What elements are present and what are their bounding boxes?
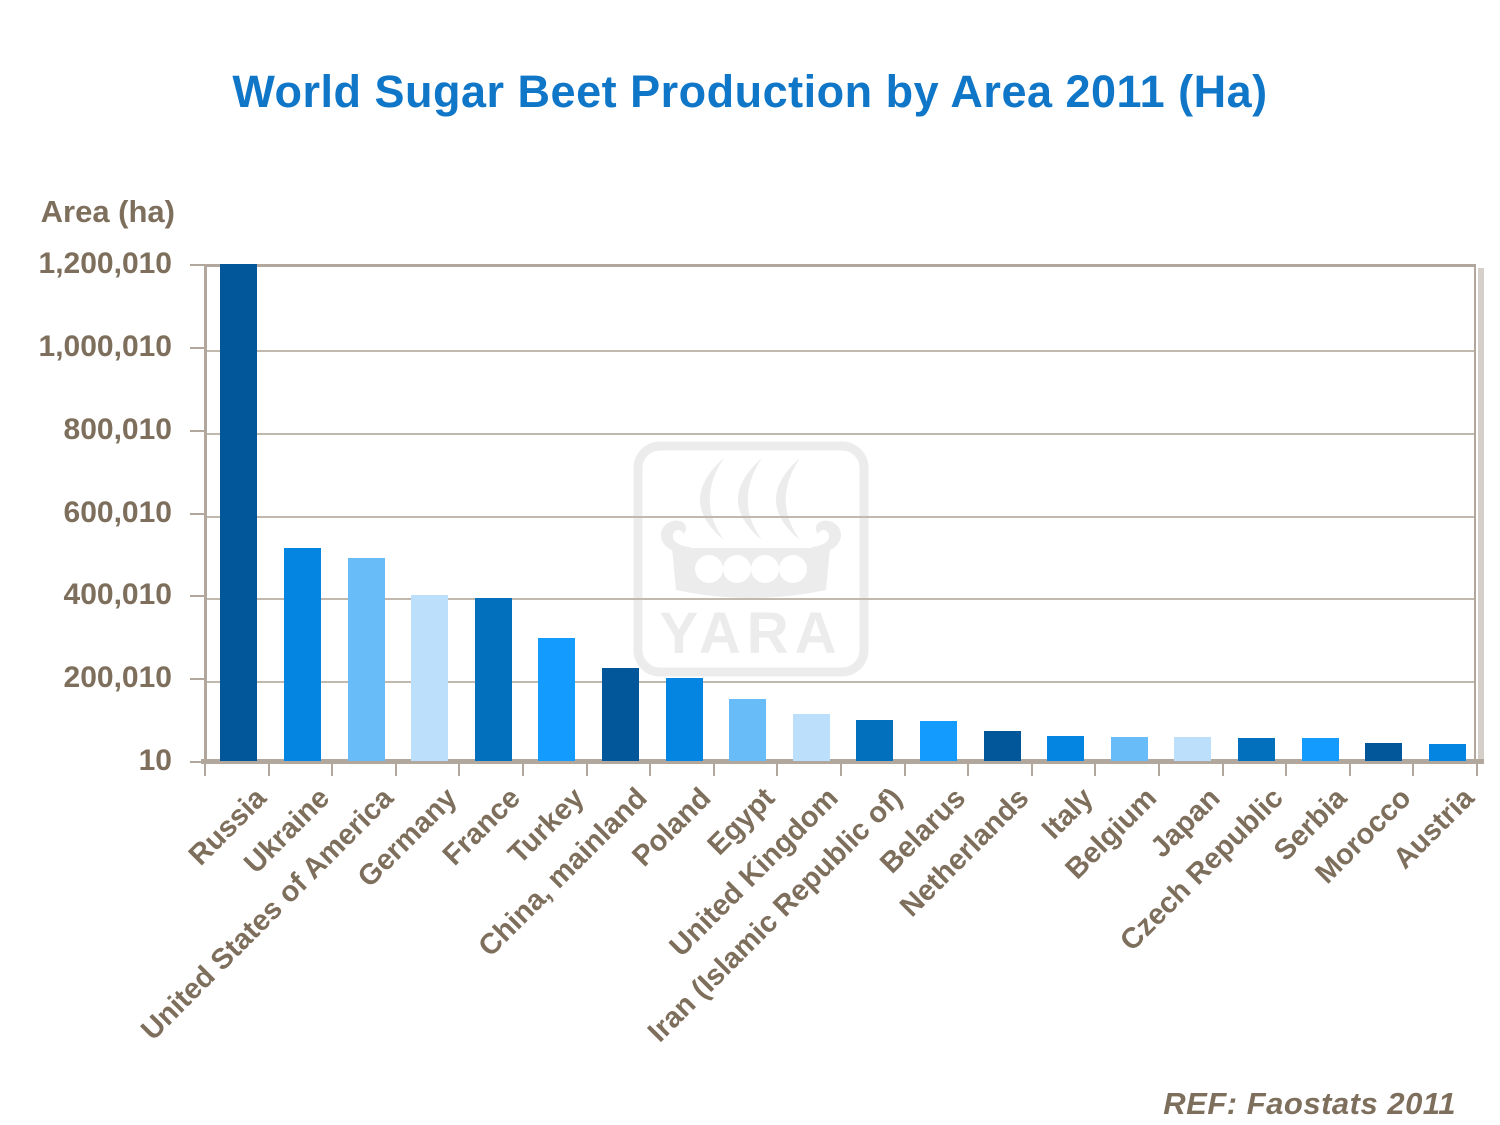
bar-netherlands[interactable] xyxy=(984,731,1021,761)
bar-germany[interactable] xyxy=(411,595,448,761)
x-axis-line xyxy=(201,759,1484,764)
bar-morocco[interactable] xyxy=(1365,743,1402,761)
bar-poland[interactable] xyxy=(666,678,703,761)
x-tick-mark xyxy=(649,764,651,776)
x-tick-mark xyxy=(904,764,906,776)
bar-austria[interactable] xyxy=(1429,744,1466,761)
x-tick-mark xyxy=(1031,764,1033,776)
bar-serbia[interactable] xyxy=(1302,738,1339,761)
y-tick-label: 800,010 xyxy=(63,413,172,446)
gridline xyxy=(207,350,1474,352)
viking-ship-icon: YARA xyxy=(633,441,869,677)
x-tick-mark xyxy=(776,764,778,776)
x-tick-mark xyxy=(1285,764,1287,776)
y-tick-label: 10 xyxy=(138,744,172,777)
x-tick-mark xyxy=(1158,764,1160,776)
page-title: World Sugar Beet Production by Area 2011… xyxy=(232,66,1268,117)
bar-russia[interactable] xyxy=(220,264,257,761)
bar-belgium[interactable] xyxy=(1111,737,1148,761)
bar-japan[interactable] xyxy=(1174,737,1211,761)
y-tick-mark xyxy=(190,595,204,597)
bar-turkey[interactable] xyxy=(538,638,575,761)
x-tick-mark xyxy=(1412,764,1414,776)
y-tick-label: 200,010 xyxy=(63,661,172,694)
y-tick-mark xyxy=(190,430,204,432)
y-tick-label: 600,010 xyxy=(63,496,172,529)
bar-united-states-of-america[interactable] xyxy=(348,558,385,761)
reference-note: REF: Faostats 2011 xyxy=(1163,1086,1456,1121)
x-tick-label: United States of America xyxy=(135,782,400,1047)
x-tick-mark xyxy=(1222,764,1224,776)
bar-italy[interactable] xyxy=(1047,736,1084,761)
gridline xyxy=(207,516,1474,518)
bar-china-mainland[interactable] xyxy=(602,668,639,761)
plot-area xyxy=(204,264,1476,761)
bar-ukraine[interactable] xyxy=(284,548,321,761)
y-tick-mark xyxy=(190,513,204,515)
x-tick-mark xyxy=(204,764,206,776)
gridline xyxy=(207,681,1474,683)
x-tick-mark xyxy=(840,764,842,776)
x-tick-mark xyxy=(1349,764,1351,776)
gridline xyxy=(207,598,1474,600)
y-tick-label: 400,010 xyxy=(63,578,172,611)
y-tick-mark xyxy=(190,264,204,266)
bar-france[interactable] xyxy=(475,598,512,761)
yara-logo-text: YARA xyxy=(659,601,842,666)
bar-united-kingdom[interactable] xyxy=(793,714,830,761)
y-tick-label: 1,200,010 xyxy=(38,247,172,280)
bar-egypt[interactable] xyxy=(729,699,766,761)
x-tick-mark xyxy=(522,764,524,776)
yara-logo-watermark: YARA xyxy=(632,440,870,683)
y-tick-mark xyxy=(190,678,204,680)
x-tick-mark xyxy=(1476,764,1478,776)
x-tick-mark xyxy=(268,764,270,776)
plot-shadow xyxy=(1478,268,1484,763)
x-tick-mark xyxy=(713,764,715,776)
gridline xyxy=(207,433,1474,435)
y-tick-mark xyxy=(190,347,204,349)
bar-belarus[interactable] xyxy=(920,721,957,761)
y-tick-label: 1,000,010 xyxy=(38,330,172,363)
x-tick-mark xyxy=(458,764,460,776)
x-tick-mark xyxy=(331,764,333,776)
x-tick-mark xyxy=(395,764,397,776)
x-tick-mark xyxy=(1094,764,1096,776)
y-axis-title: Area (ha) xyxy=(40,194,175,229)
bar-czech-republic[interactable] xyxy=(1238,738,1275,761)
bar-iran-islamic-republic-of[interactable] xyxy=(856,720,893,761)
x-tick-mark xyxy=(586,764,588,776)
x-tick-mark xyxy=(967,764,969,776)
y-tick-mark xyxy=(190,761,204,763)
